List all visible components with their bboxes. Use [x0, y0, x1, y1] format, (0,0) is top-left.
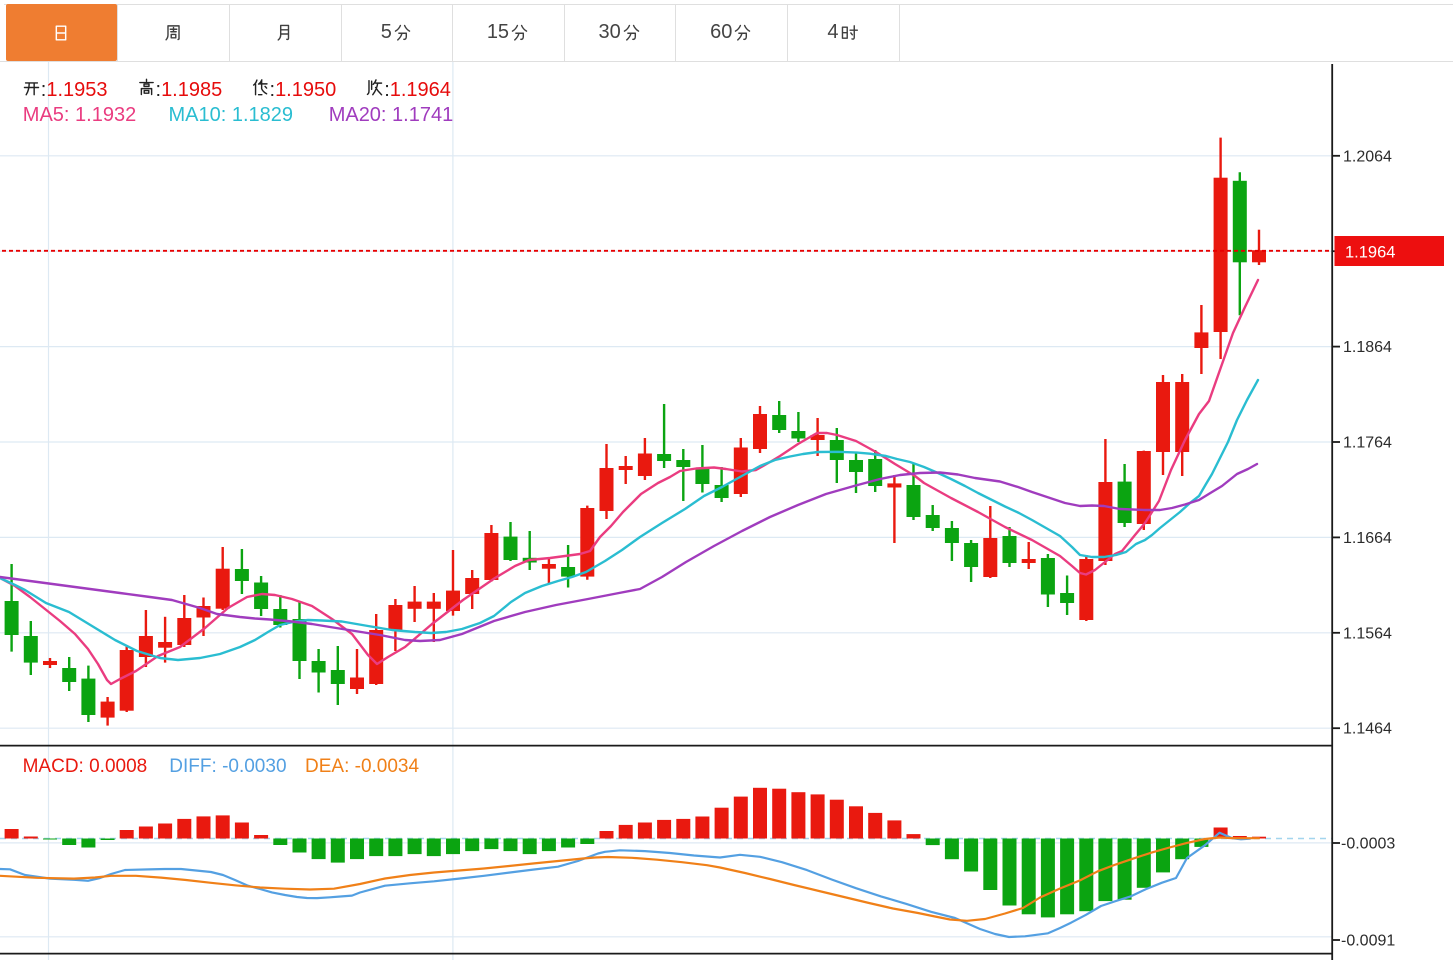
svg-text:-0.0091: -0.0091 — [1341, 933, 1395, 950]
svg-text:1.2064: 1.2064 — [1343, 148, 1392, 165]
svg-text:1.1564: 1.1564 — [1343, 625, 1392, 642]
svg-text:1.1964: 1.1964 — [1345, 244, 1395, 262]
svg-text:1.1764: 1.1764 — [1343, 435, 1392, 452]
svg-text:1.1464: 1.1464 — [1343, 721, 1392, 738]
svg-text:1.1664: 1.1664 — [1343, 530, 1392, 547]
svg-text:1.1864: 1.1864 — [1343, 339, 1392, 356]
svg-text:-0.0003: -0.0003 — [1341, 836, 1395, 853]
